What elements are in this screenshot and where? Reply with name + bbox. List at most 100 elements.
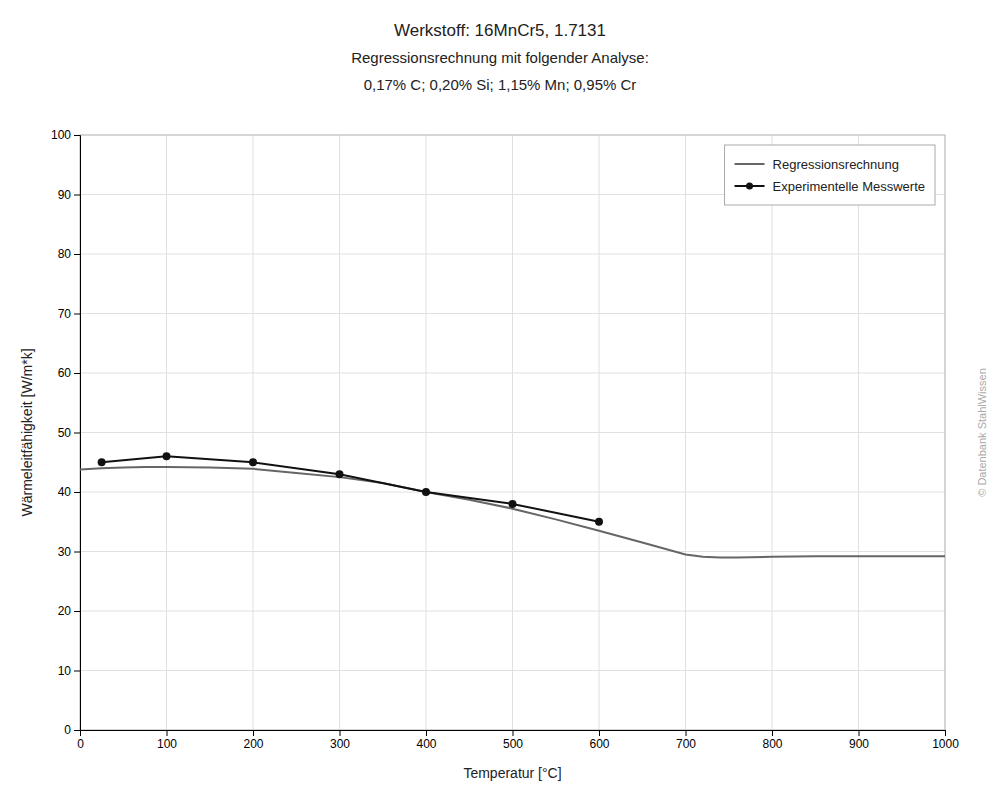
y-tick-mark (74, 671, 80, 672)
x-tick-label: 700 (676, 737, 696, 751)
x-tick-label: 600 (589, 737, 609, 751)
y-tick-mark (74, 135, 80, 136)
x-tick-label: 300 (330, 737, 350, 751)
y-grid-line (80, 670, 945, 671)
x-tick-label: 800 (762, 737, 782, 751)
y-tick: 80 (58, 247, 80, 261)
y-grid-line (80, 551, 945, 552)
x-tick-label: 200 (243, 737, 263, 751)
watermark: © Datenbank StahlWissen (976, 368, 988, 497)
plot-area: 0 100 200 300 400 500 600 700 800 900 1000 0 10 20 30 4… (51, 128, 959, 750)
y-tick: 10 (58, 664, 80, 678)
x-tick-label: 500 (503, 737, 523, 751)
y-axis-line (74, 136, 81, 731)
x-tick: 900 (849, 730, 869, 751)
chart: Werkstoff: 16MnCr5, 1.7131 Regressionsrec… (0, 0, 1000, 805)
legend-box (725, 145, 935, 205)
x-tick-label: 100 (157, 737, 177, 751)
legend-marker (746, 183, 753, 190)
x-axis: 0 100 200 300 400 500 600 700 800 900 1000 (77, 730, 959, 751)
data-point (509, 500, 517, 508)
x-tick: 400 (416, 730, 436, 751)
data-point (249, 458, 257, 466)
y-tick-mark (74, 373, 80, 374)
y-tick-mark (74, 552, 80, 553)
y-tick-label: 10 (58, 664, 72, 678)
y-tick: 40 (58, 485, 80, 499)
y-grid-line (80, 313, 945, 314)
y-grid-line (80, 254, 945, 255)
y-tick-label: 0 (64, 723, 71, 737)
x-tick: 800 (762, 730, 782, 751)
x-tick-mark (772, 730, 773, 736)
y-grid-line (80, 492, 945, 493)
y-tick: 20 (58, 604, 80, 618)
y-tick-label: 40 (58, 485, 72, 499)
y-tick: 100 (51, 128, 80, 142)
data-point (163, 452, 171, 460)
x-tick-mark (945, 730, 946, 736)
x-axis-title: Temperatur [°C] (463, 765, 561, 781)
x-tick-mark (599, 730, 600, 736)
y-tick: 30 (58, 545, 80, 559)
plot-frame (80, 135, 945, 730)
legend-label: Experimentelle Messwerte (773, 179, 925, 194)
x-axis-line (81, 731, 946, 737)
y-tick-label: 50 (58, 426, 72, 440)
x-tick-mark (426, 730, 427, 736)
y-grid-line (80, 432, 945, 433)
y-tick: 50 (58, 426, 80, 440)
subtitle: Regressionsrechnung mit folgender Analys… (351, 49, 649, 66)
x-tick-mark (167, 730, 168, 736)
y-tick-label: 60 (58, 366, 72, 380)
y-tick: 90 (58, 188, 80, 202)
legend-item: Regressionsrechnung (735, 157, 899, 172)
data-point (422, 488, 430, 496)
y-grid-line (80, 373, 945, 374)
y-tick-label: 70 (58, 307, 72, 321)
grid (80, 135, 945, 730)
series-line (102, 456, 599, 521)
y-tick-label: 30 (58, 545, 72, 559)
series-line (80, 467, 945, 557)
x-tick: 600 (589, 730, 609, 751)
y-axis: 0 10 20 30 40 50 60 70 80 90 100 (51, 128, 81, 737)
y-tick: 70 (58, 307, 80, 321)
y-tick-mark (74, 730, 80, 731)
x-tick: 700 (676, 730, 696, 751)
y-tick-mark (74, 195, 80, 196)
y-tick-label: 20 (58, 604, 72, 618)
legend-swatch (735, 163, 765, 165)
x-tick: 500 (503, 730, 523, 751)
y-tick-mark (74, 314, 80, 315)
subtitle: 0,17% C; 0,20% Si; 1,15% Mn; 0,95% Cr (364, 76, 637, 93)
x-tick-mark (513, 730, 514, 736)
y-tick-label: 90 (58, 188, 72, 202)
x-tick-label: 0 (77, 737, 84, 751)
x-tick: 100 (157, 730, 177, 751)
x-tick-mark (340, 730, 341, 736)
y-axis-title: Wärmeleitfähigkeit [W/m*k] (19, 348, 35, 516)
x-tick: 1000 (932, 730, 959, 751)
y-tick: 60 (58, 366, 80, 380)
x-tick-mark (253, 730, 254, 736)
y-tick: 0 (64, 723, 80, 737)
data-point (98, 458, 106, 466)
data-point (595, 518, 603, 526)
x-tick-mark (686, 730, 687, 736)
y-tick-mark (74, 254, 80, 255)
legend: Regressionsrechnung Experimentelle Messwe… (725, 145, 935, 205)
title: Werkstoff: 16MnCr5, 1.7131 (394, 21, 606, 40)
y-grid-line (80, 611, 945, 612)
x-tick-mark (859, 730, 860, 736)
y-tick-mark (74, 433, 80, 434)
legend-label: Regressionsrechnung (773, 157, 899, 172)
x-tick-label: 400 (416, 737, 436, 751)
y-tick-label: 100 (51, 128, 71, 142)
data-point (336, 470, 344, 478)
x-tick: 200 (243, 730, 263, 751)
x-tick: 0 (77, 730, 84, 751)
legend-item: Experimentelle Messwerte (735, 179, 925, 194)
marks (80, 452, 945, 557)
y-tick-label: 80 (58, 247, 72, 261)
